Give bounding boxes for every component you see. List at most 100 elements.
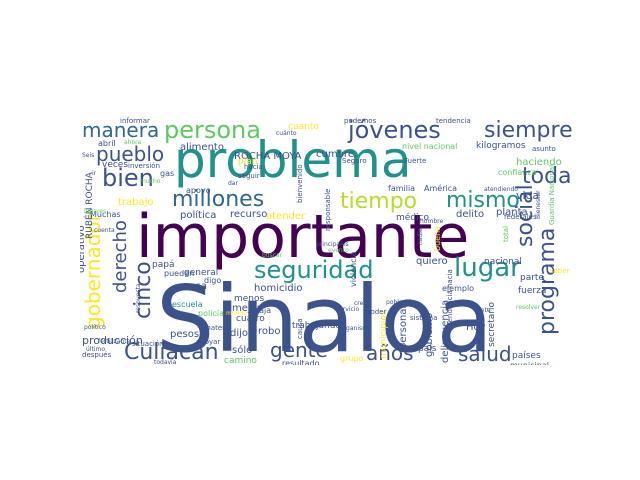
cloud-word: resultado	[282, 359, 320, 365]
cloud-word: apoyar	[196, 338, 220, 346]
cloud-word: violencia	[349, 251, 358, 287]
cloud-word: buena	[433, 226, 442, 251]
cloud-word: años	[366, 341, 414, 365]
cloud-word: siete	[476, 307, 491, 314]
cloud-word: atender	[266, 211, 306, 222]
cloud-word: planta	[496, 207, 528, 218]
cloud-word: servicio	[336, 306, 359, 313]
cloud-word: grupo	[340, 354, 364, 363]
cloud-word: homicidio	[254, 283, 303, 294]
cloud-word: secretario	[487, 302, 497, 347]
cloud-word: trabajo	[118, 197, 154, 208]
cloud-word: parte	[520, 273, 544, 283]
cloud-word: atendiendo	[484, 186, 518, 193]
cloud-word: seguridad	[254, 256, 373, 284]
cloud-word: pueden	[164, 269, 194, 278]
cloud-word: municipios	[379, 310, 389, 359]
cloud-word: camino	[224, 356, 257, 365]
cloud-word: operativo	[80, 225, 87, 273]
cloud-word: creo	[354, 300, 367, 307]
cloud-word: veces	[102, 160, 128, 170]
cloud-word: apoyo	[186, 186, 211, 195]
cloud-word: quiero	[416, 256, 448, 267]
cloud-word: organismo	[340, 325, 372, 332]
cloud-word: cinco	[131, 261, 156, 319]
cloud-word: seguir	[238, 172, 260, 180]
cloud-word: cuenta	[94, 227, 115, 234]
cloud-word: Culiacán	[124, 340, 219, 365]
cloud-word: cuanto	[288, 122, 319, 132]
cloud-word: total	[502, 226, 510, 242]
cloud-word: Guardia Nacional	[548, 165, 556, 225]
cloud-word: programa	[535, 228, 560, 335]
cloud-word: nadie	[417, 228, 424, 245]
cloud-word: pueblo	[96, 142, 164, 166]
cloud-word: Muchas	[90, 210, 121, 219]
cloud-word: materia	[204, 324, 231, 332]
cloud-word: manera	[82, 118, 159, 142]
cloud-word: lugar	[454, 253, 521, 283]
cloud-word: delito	[456, 209, 484, 220]
cloud-word: mucho	[140, 178, 161, 185]
cloud-word: pesos	[170, 329, 199, 340]
cloud-word: producción	[82, 334, 143, 347]
cloud-word: bienvenido	[296, 164, 304, 203]
cloud-word: principales	[316, 241, 349, 248]
cloud-word: buscar	[262, 252, 283, 259]
cloud-word: Sinaloa	[156, 266, 493, 365]
cloud-word: tiempo	[340, 189, 417, 214]
cloud-word: poder	[366, 308, 386, 316]
cloud-word: saber	[550, 267, 570, 275]
cloud-word: baja	[254, 306, 271, 315]
cloud-word: problema	[174, 131, 412, 189]
cloud-word: causa	[296, 318, 304, 339]
cloud-word: gas	[160, 169, 174, 178]
cloud-word: escuela	[172, 300, 203, 309]
cloud-word: sólo	[232, 344, 252, 356]
cloud-word: siempre	[484, 118, 573, 143]
cloud-word: general	[184, 268, 218, 278]
cloud-word: responsable	[324, 189, 332, 231]
cloud-word: federales	[504, 213, 537, 221]
cloud-word: sistema	[410, 314, 437, 322]
cloud-word: ROCHA MOYA	[234, 151, 302, 162]
cloud-word: nivel nacional	[402, 142, 457, 151]
cloud-word: millones	[172, 187, 264, 212]
cloud-word: Fuerte	[404, 157, 426, 165]
cloud-word: bien	[102, 164, 154, 192]
cloud-word: político	[84, 324, 106, 331]
cloud-word: último	[86, 346, 105, 353]
cloud-word: Bienestar	[535, 190, 542, 219]
cloud-word: importante	[136, 202, 469, 272]
cloud-word: ejemplo	[442, 284, 474, 293]
cloud-word: toda	[522, 164, 572, 189]
cloud-word: delincuencia	[440, 300, 451, 363]
cloud-word: familia	[388, 184, 415, 193]
cloud-word: personal	[398, 306, 409, 349]
cloud-word: derecho	[110, 220, 131, 293]
cloud-word: tendencia	[436, 117, 471, 125]
cloud-word: municipal	[510, 361, 549, 365]
cloud-word: gobierno	[424, 313, 435, 357]
cloud-word: hacia	[244, 163, 263, 171]
cloud-word: policía	[198, 309, 224, 318]
cloud-word: mundo	[226, 310, 247, 317]
cloud-word: ir	[92, 170, 97, 177]
cloud-word: salud	[458, 342, 512, 365]
cloud-word: ahora	[124, 139, 142, 146]
cloud-word: mismo	[446, 188, 520, 213]
cloud-word: kilogramos	[476, 141, 526, 151]
cloud-word: dar	[228, 180, 238, 187]
cloud-word: tendencia hacia	[446, 269, 454, 325]
cloud-word: resolver	[516, 304, 541, 311]
cloud-word: cumbre	[316, 149, 354, 160]
cloud-word: informar	[120, 117, 150, 125]
cloud-word: podemos	[344, 117, 377, 125]
word-cloud: Sinaloa importante problema persona jóvenes s…	[80, 115, 574, 365]
cloud-word: trabajando	[292, 321, 341, 331]
cloud-word: asunto	[532, 145, 556, 153]
cloud-word: médico	[396, 212, 429, 223]
cloud-word: jóvenes	[347, 116, 441, 144]
cloud-word: población	[386, 299, 415, 306]
cloud-word: menos	[234, 294, 265, 304]
